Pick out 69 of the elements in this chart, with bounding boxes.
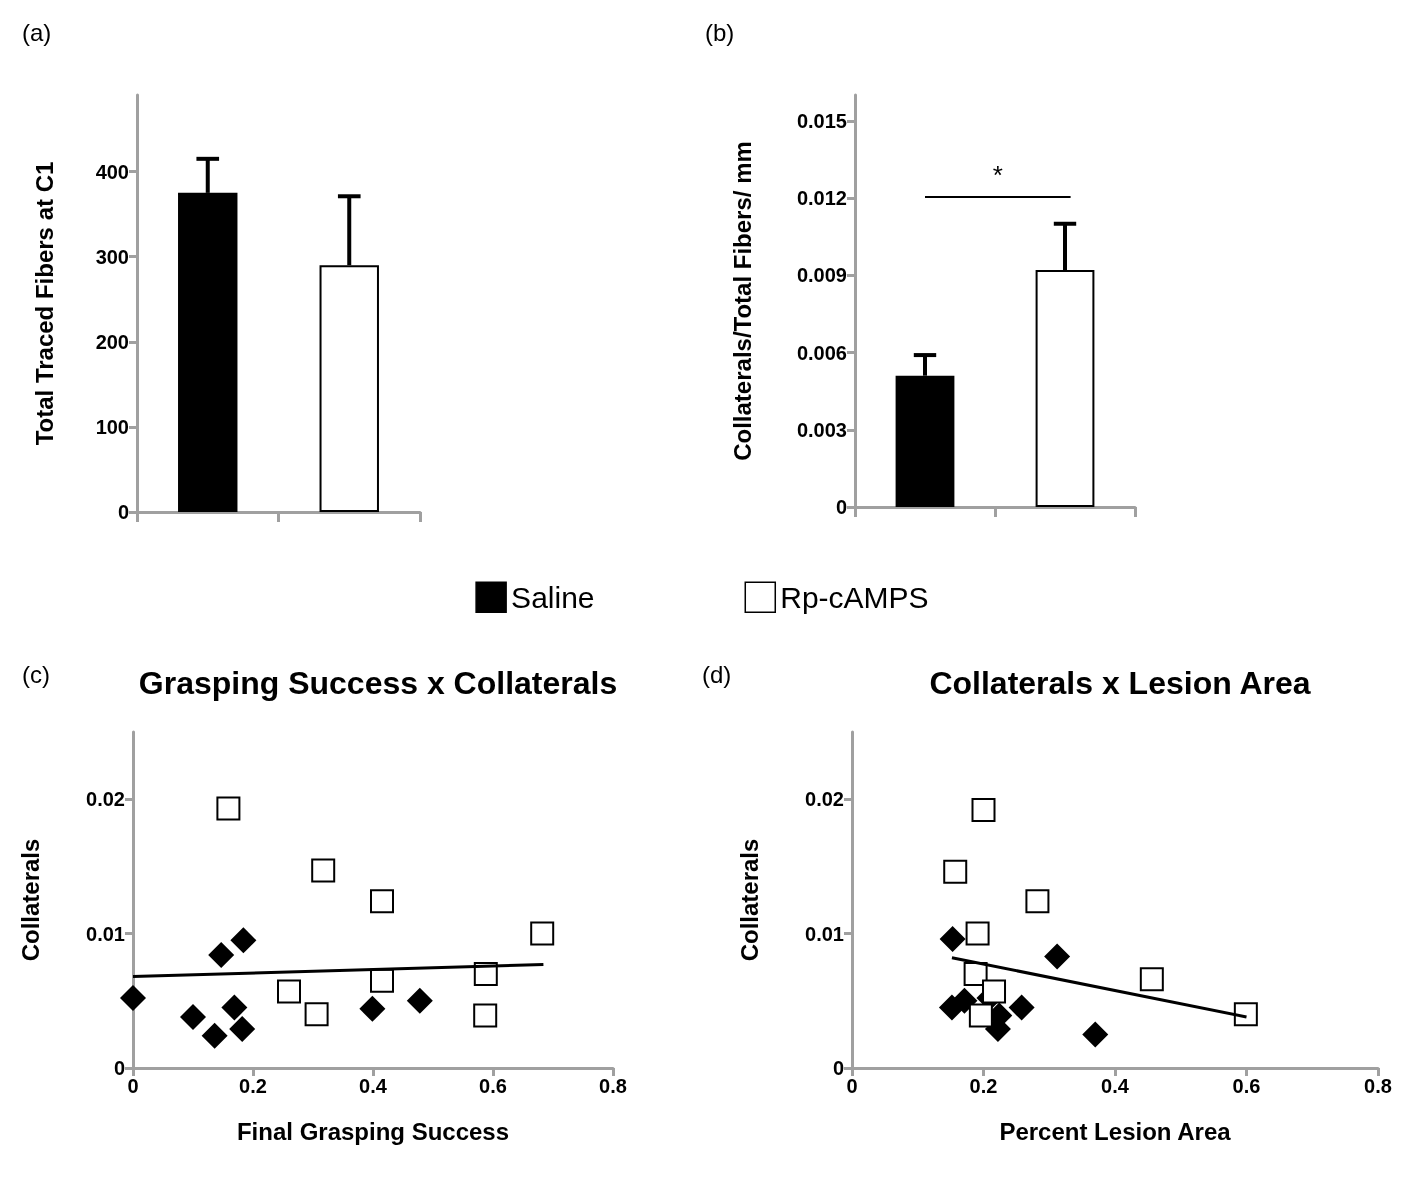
point bbox=[971, 797, 996, 822]
point bbox=[120, 985, 146, 1012]
point bbox=[965, 921, 990, 946]
x-tick-label: 0.4 bbox=[359, 1075, 388, 1097]
y-tick-label: 0.006 bbox=[796, 341, 847, 364]
point bbox=[208, 942, 235, 969]
point bbox=[201, 1022, 228, 1049]
point bbox=[473, 1003, 498, 1028]
point bbox=[1233, 1002, 1258, 1027]
y-tick-label: 0 bbox=[835, 496, 847, 518]
y-tick-label: 0 bbox=[113, 1057, 125, 1079]
point bbox=[1025, 889, 1050, 914]
point bbox=[180, 1003, 206, 1030]
point bbox=[951, 987, 978, 1014]
point bbox=[943, 859, 968, 884]
y-axis-title: Collaterals bbox=[16, 838, 44, 962]
y-tick-label: 200 bbox=[95, 330, 129, 353]
annotation: * bbox=[992, 160, 1003, 190]
point bbox=[530, 921, 555, 946]
x-tick-label: 0.8 bbox=[599, 1075, 627, 1097]
point bbox=[359, 995, 386, 1022]
point bbox=[939, 925, 966, 952]
y-tick-label: 0.01 bbox=[805, 922, 844, 945]
point bbox=[230, 927, 257, 954]
text: (a) bbox=[22, 18, 52, 46]
y-tick-label: 0.02 bbox=[805, 788, 844, 811]
y-tick-label: 0.003 bbox=[796, 418, 847, 441]
x-axis-title: Final Grasping Success bbox=[236, 1117, 510, 1145]
text: (d) bbox=[702, 660, 732, 688]
y-tick-label: 0.009 bbox=[796, 264, 847, 287]
y-tick-label: 400 bbox=[95, 160, 129, 183]
x-tick-label: 0.4 bbox=[1101, 1075, 1130, 1097]
legend-label: Rp-cAMPS bbox=[780, 580, 929, 614]
point bbox=[311, 858, 336, 883]
y-tick-label: 0.015 bbox=[796, 109, 847, 132]
y-tick-label: 300 bbox=[95, 245, 129, 268]
chart-title: Collaterals x Lesion Area bbox=[929, 665, 1311, 701]
y-axis-title: Total Traced Fibers at C1 bbox=[30, 161, 58, 446]
point bbox=[1139, 967, 1164, 992]
point bbox=[1044, 943, 1071, 970]
chart-title: Grasping Success x Collaterals bbox=[138, 665, 618, 701]
point bbox=[1082, 1021, 1109, 1048]
y-tick-label: 0.01 bbox=[86, 922, 125, 945]
point bbox=[216, 796, 241, 821]
point bbox=[968, 1003, 993, 1028]
y-tick-label: 100 bbox=[95, 415, 129, 438]
x-axis-title: Percent Lesion Area bbox=[999, 1117, 1232, 1145]
x-tick-label: 0.8 bbox=[1364, 1075, 1392, 1097]
x-tick-label: 0.6 bbox=[1232, 1075, 1261, 1097]
point bbox=[370, 889, 394, 914]
x-tick-label: 0.2 bbox=[239, 1075, 267, 1097]
point bbox=[982, 979, 1007, 1004]
y-tick-label: 0.012 bbox=[796, 187, 847, 209]
legend-label: Saline bbox=[511, 580, 595, 614]
y-tick-label: 0.02 bbox=[86, 788, 125, 811]
y-axis-title: Collaterals/Total Fibers/ mm bbox=[728, 141, 756, 461]
point bbox=[229, 1016, 256, 1043]
y-axis-title: Collaterals bbox=[735, 838, 763, 962]
x-tick-label: 0.2 bbox=[969, 1075, 998, 1097]
point bbox=[304, 1002, 329, 1027]
x-tick-label: 0.6 bbox=[479, 1075, 507, 1097]
y-tick-label: 0 bbox=[832, 1057, 844, 1079]
point bbox=[1008, 994, 1035, 1021]
text: (b) bbox=[705, 18, 735, 46]
y-tick-label: 0 bbox=[117, 501, 129, 523]
point bbox=[277, 979, 301, 1004]
text: (c) bbox=[22, 660, 50, 688]
point bbox=[406, 987, 433, 1014]
point bbox=[221, 994, 248, 1021]
